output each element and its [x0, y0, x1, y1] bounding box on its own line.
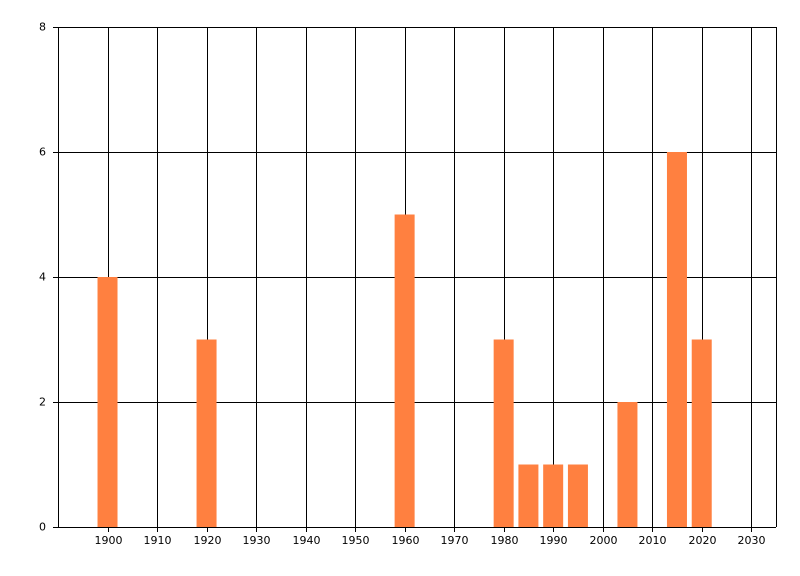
- x-tick-label: 1940: [293, 534, 321, 547]
- bar: [518, 464, 539, 527]
- bar: [567, 464, 588, 527]
- y-tick-label: 0: [39, 521, 46, 534]
- x-tick-label: 1920: [194, 534, 222, 547]
- x-tick-label: 1980: [491, 534, 519, 547]
- bar: [543, 464, 564, 527]
- bar: [493, 339, 514, 527]
- bar: [617, 402, 638, 527]
- x-tick-label: 1970: [441, 534, 469, 547]
- bar: [394, 214, 415, 527]
- x-tick-label: 2010: [639, 534, 667, 547]
- bar: [196, 339, 217, 527]
- y-tick-label: 4: [39, 271, 46, 284]
- bar: [666, 152, 687, 527]
- x-tick-label: 1950: [342, 534, 370, 547]
- x-tick-label: 1910: [144, 534, 172, 547]
- x-tick-label: 1930: [243, 534, 271, 547]
- x-tick-label: 2000: [590, 534, 618, 547]
- x-tick-label: 2030: [738, 534, 766, 547]
- x-tick-label: 2020: [689, 534, 717, 547]
- x-tick-label: 1990: [540, 534, 568, 547]
- x-tick-label: 1960: [392, 534, 420, 547]
- y-tick-label: 6: [39, 146, 46, 159]
- x-tick-label: 1900: [95, 534, 123, 547]
- y-tick-label: 2: [39, 396, 46, 409]
- bar: [691, 339, 712, 527]
- y-tick-label: 8: [39, 21, 46, 34]
- bar: [97, 277, 118, 527]
